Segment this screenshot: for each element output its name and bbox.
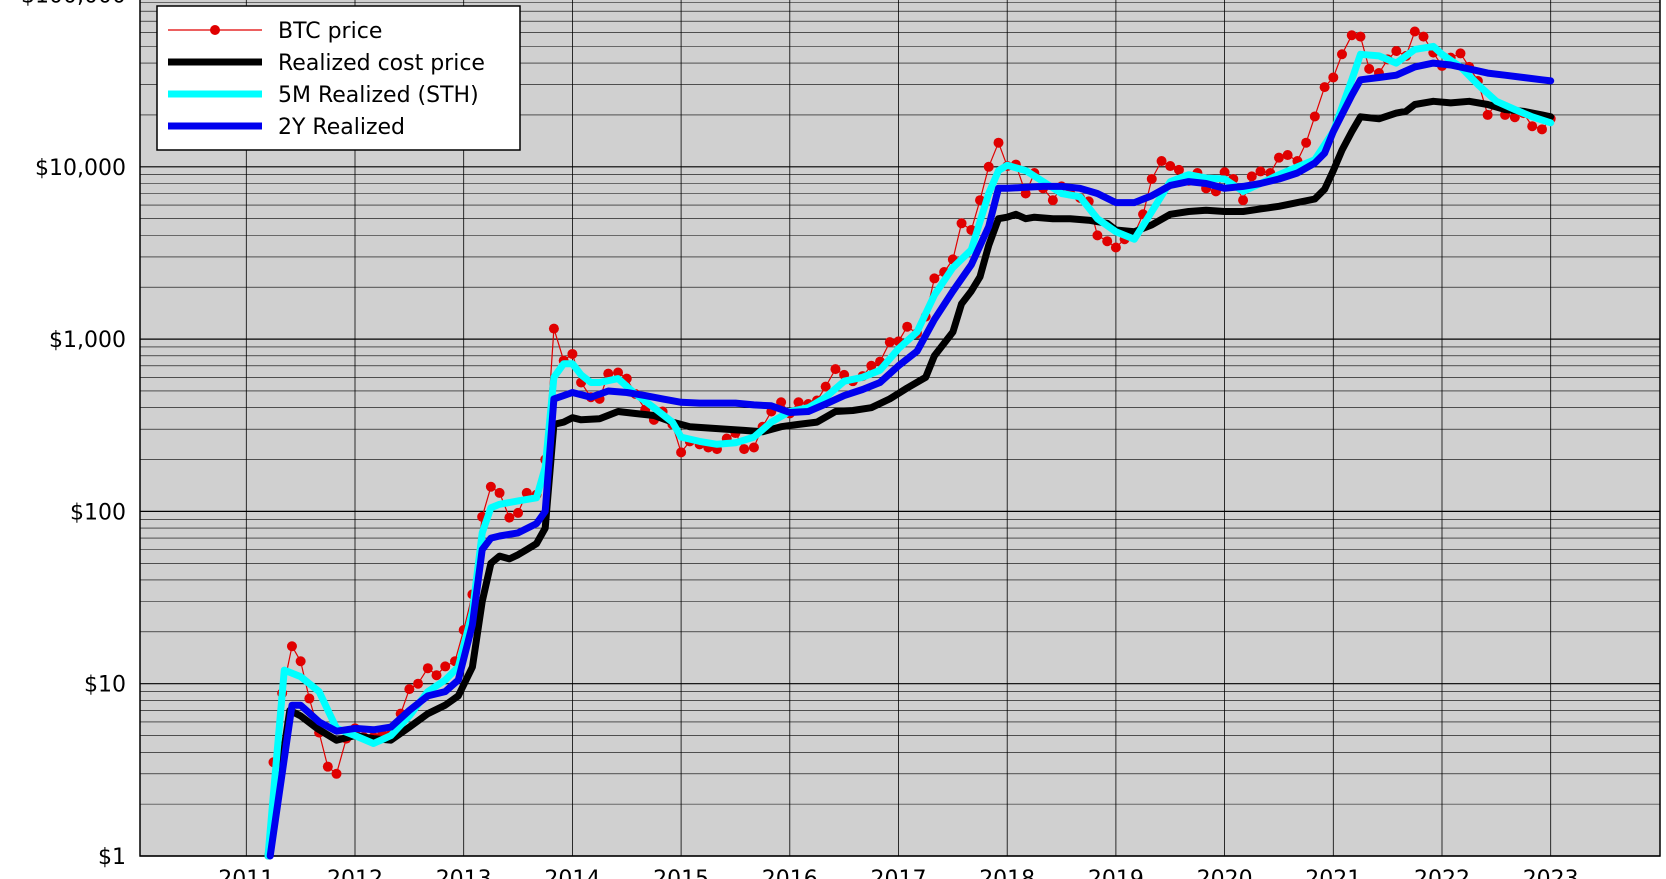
btc-price-point: [830, 364, 841, 375]
legend-label: Realized cost price: [278, 51, 485, 76]
btc-price-point: [1346, 30, 1357, 41]
y-tick-label: $100,000: [21, 0, 126, 9]
btc-price-point: [1165, 161, 1176, 172]
x-tick-label: 2014: [544, 867, 600, 879]
btc-price-point: [322, 761, 333, 772]
btc-price-point: [494, 487, 505, 498]
x-tick-label: 2015: [653, 867, 709, 879]
y-tick-label: $10: [84, 673, 126, 698]
btc-price-point: [1047, 195, 1058, 206]
series-line-realized-cost-price: [264, 97, 1555, 860]
btc-price-point: [404, 684, 415, 695]
x-tick-label: 2023: [1523, 867, 1579, 879]
btc-price-point: [929, 273, 940, 284]
btc-price-point: [1537, 124, 1548, 135]
legend-label: 2Y Realized: [278, 115, 405, 140]
btc-price-point: [1092, 230, 1103, 241]
y-tick-label: $10,000: [35, 156, 126, 181]
btc-price-point: [1282, 150, 1293, 161]
btc-price-point: [1455, 48, 1466, 59]
btc-price-point: [739, 444, 750, 455]
btc-price-point: [1246, 171, 1257, 182]
btc-price-point: [413, 678, 424, 689]
btc-price-point: [304, 693, 315, 704]
btc-price-point: [286, 641, 297, 652]
btc-price-point: [1255, 166, 1266, 177]
btc-price-point: [1391, 45, 1402, 56]
plot-border: [139, 0, 1661, 857]
btc-price-point: [521, 487, 532, 498]
btc-price-point: [440, 661, 451, 672]
btc-price-point: [1273, 152, 1284, 163]
btc-price-point: [1418, 31, 1429, 42]
btc-price-point: [993, 137, 1004, 148]
btc-price-point: [956, 218, 967, 229]
btc-price-point: [1020, 188, 1031, 199]
series-layer: [264, 26, 1556, 860]
btc-price-point: [485, 481, 496, 492]
btc-price-point: [983, 161, 994, 172]
btc-price-point: [331, 768, 342, 779]
btc-price-point: [884, 337, 895, 348]
btc-price-point: [1409, 26, 1420, 37]
y-tick-label: $100: [70, 500, 126, 525]
btc-price-point: [548, 323, 559, 334]
btc-price-point: [902, 321, 913, 332]
x-tick-label: 2021: [1305, 867, 1361, 879]
btc-price-point: [1219, 167, 1230, 178]
btc-price-point: [1238, 195, 1249, 206]
btc-price-point: [820, 381, 831, 392]
btc-price-point: [422, 663, 433, 674]
btc-price-point: [1110, 242, 1121, 253]
x-axis-tick-labels: 2011 2012 2013 2014 2015 2016 2017 2018 2019 2020…: [218, 867, 1578, 879]
btc-price-point: [1328, 72, 1339, 83]
x-tick-label: 2012: [327, 867, 383, 879]
x-tick-label: 2013: [436, 867, 492, 879]
btc-price-point: [1355, 31, 1366, 42]
btc-price-point: [295, 656, 306, 667]
y-tick-label: $1,000: [49, 328, 126, 353]
legend-label: 5M Realized (STH): [278, 83, 479, 108]
btc-price-point: [1102, 236, 1113, 247]
y-axis-tick-labels: $1 $10 $100 $1,000 $10,000 $100,000: [21, 0, 126, 870]
x-tick-label: 2018: [979, 867, 1035, 879]
btc-price-point: [613, 367, 624, 378]
btc-price-point: [1309, 111, 1320, 122]
series-line-2y-realized: [266, 59, 1555, 860]
x-tick-label: 2019: [1088, 867, 1144, 879]
btc-price-point: [504, 512, 515, 523]
btc-price-point: [567, 348, 578, 359]
btc-price-point: [603, 368, 614, 379]
btc-price-point: [1146, 173, 1157, 184]
btc-price-point: [866, 360, 877, 371]
btc-price-point: [431, 670, 442, 681]
x-tick-label: 2020: [1197, 867, 1253, 879]
btc-price-point: [748, 442, 759, 453]
x-tick-label: 2011: [218, 867, 274, 879]
btc-price-point: [793, 397, 804, 408]
btc-price-point: [1319, 82, 1330, 93]
btc-price-point: [1509, 112, 1520, 123]
legend: BTC price Realized cost price 5M Realized …: [156, 5, 521, 151]
series-line-btc-price: [272, 30, 1552, 775]
btc-price-point: [1336, 49, 1347, 60]
legend-label: BTC price: [278, 19, 382, 44]
btc-price-point: [1527, 121, 1538, 132]
btc-price-point: [1173, 164, 1184, 175]
legend-marker: [210, 25, 220, 35]
major-gridlines: [140, 0, 1660, 857]
y-tick-label: $1: [98, 845, 126, 870]
x-tick-label: 2016: [762, 867, 818, 879]
btc-price-point: [1301, 137, 1312, 148]
btc-price-point: [1156, 156, 1167, 167]
btc-price-point: [1482, 109, 1493, 120]
btc-price-point: [513, 507, 524, 518]
btc-price-point: [676, 447, 687, 458]
x-tick-label: 2017: [871, 867, 927, 879]
x-tick-label: 2022: [1414, 867, 1470, 879]
btc-price-point: [1364, 63, 1375, 74]
